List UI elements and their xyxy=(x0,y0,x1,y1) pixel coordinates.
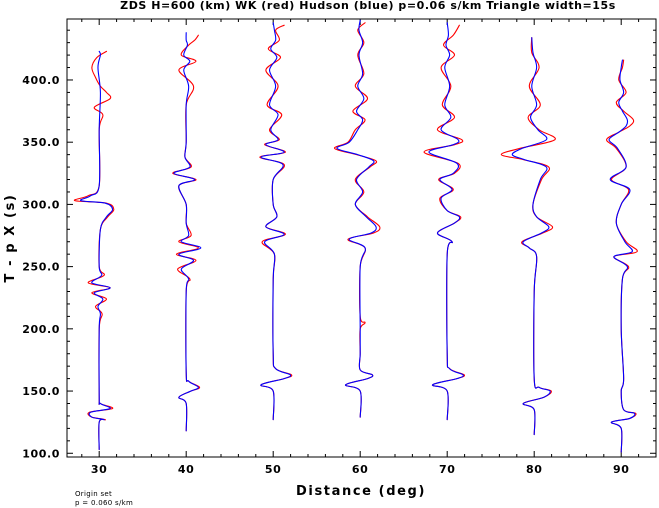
trace-hudson-60 xyxy=(336,19,377,418)
x-tick-label: 80 xyxy=(526,463,543,476)
trace-hudson-90 xyxy=(608,59,636,453)
x-tick-label: 70 xyxy=(439,463,456,476)
x-tick-label: 50 xyxy=(265,463,282,476)
x-tick-label: 60 xyxy=(352,463,369,476)
y-tick-label: 350.0 xyxy=(22,136,60,149)
y-axis-label: T - p X (s) xyxy=(3,194,18,283)
y-tick-label: 300.0 xyxy=(22,198,60,211)
x-tick-label: 40 xyxy=(178,463,195,476)
trace-hudson-50 xyxy=(260,22,292,421)
trace-layer xyxy=(73,19,638,453)
y-tick-label: 150.0 xyxy=(22,385,60,398)
footnote-origin: Origin set xyxy=(75,490,112,498)
footnote-slowness: p = 0.060 s/km xyxy=(75,499,133,507)
y-tick-label: 400.0 xyxy=(22,74,60,87)
trace-hudson-40 xyxy=(173,32,202,432)
y-tick-label: 200.0 xyxy=(22,323,60,336)
trace-wk-30 xyxy=(73,50,115,451)
trace-wk-90 xyxy=(606,59,638,453)
axis-ticks: 30 40 50 60 70 80 90 100.0 150.0 200.0 250.0 300.0 3… xyxy=(22,19,657,476)
trace-hudson-30 xyxy=(79,50,114,451)
plot-frame xyxy=(66,18,657,458)
trace-wk-60 xyxy=(334,22,381,418)
y-tick-label: 250.0 xyxy=(22,261,60,274)
x-tick-label: 30 xyxy=(91,463,108,476)
trace-wk-80 xyxy=(500,37,556,436)
trace-wk-70 xyxy=(423,24,466,421)
trace-hudson-70 xyxy=(428,22,464,421)
y-tick-label: 100.0 xyxy=(22,447,60,460)
chart-title: ZDS H=600 (km) WK (red) Hudson (blue) p=… xyxy=(120,0,616,12)
x-axis-label: Distance (deg) xyxy=(296,484,426,499)
trace-hudson-80 xyxy=(511,37,551,436)
x-tick-label: 90 xyxy=(613,463,630,476)
